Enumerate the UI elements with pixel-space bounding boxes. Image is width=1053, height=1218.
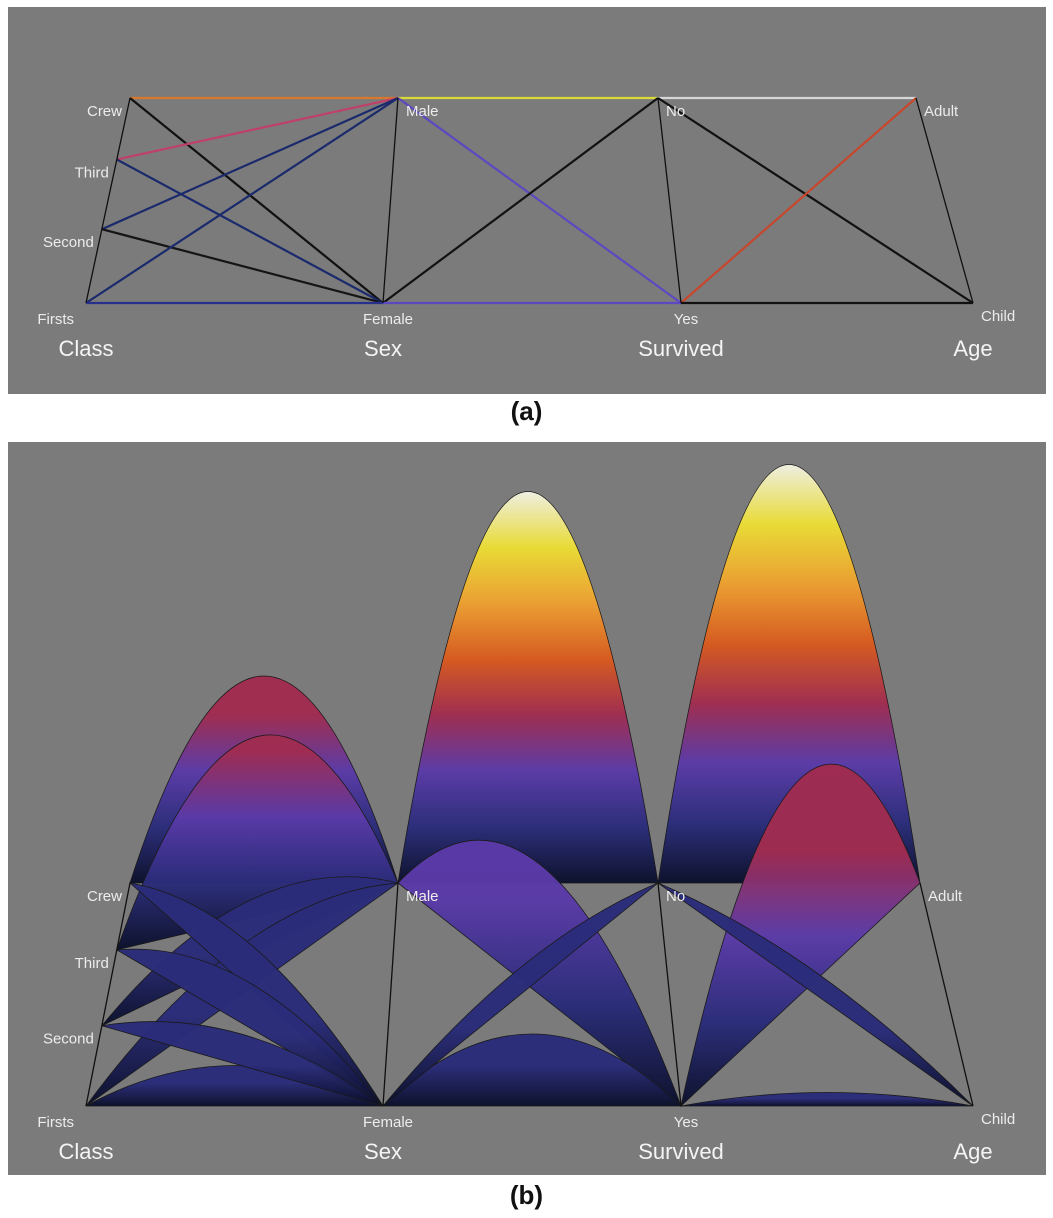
axes-b: Class Crew Third Second Firsts Sex Male Female S… bbox=[37, 882, 1015, 1164]
axis-title-sex: Sex bbox=[364, 1139, 402, 1164]
category-label-child: Child bbox=[981, 1111, 1015, 1128]
link-a-second-to-male bbox=[101, 96, 399, 231]
axis-line-age bbox=[919, 882, 974, 1107]
category-label-yes: Yes bbox=[674, 1114, 698, 1131]
axes-a: Class Crew Third Second Firsts Sex Male Female S… bbox=[37, 97, 1015, 361]
category-label-third: Third bbox=[75, 165, 109, 182]
parallel-sets-panel-a: Class Crew Third Second Firsts Sex Male Female S… bbox=[8, 7, 1046, 394]
bundle-b-female-to-no bbox=[382, 882, 659, 1107]
category-label-adult: Adult bbox=[924, 103, 959, 120]
bundle-b-yes-to-adult bbox=[680, 763, 921, 1108]
category-label-second: Second bbox=[43, 234, 94, 251]
caption-b: (b) bbox=[509, 1180, 544, 1210]
axis-title-age: Age bbox=[953, 336, 992, 361]
link-a-firsts-to-male bbox=[85, 97, 399, 304]
link-a-second-to-female bbox=[101, 228, 384, 305]
link-a-third-to-female bbox=[116, 158, 384, 304]
axis-line-age bbox=[915, 97, 974, 304]
link-a-yes-to-adult bbox=[680, 97, 917, 304]
chart-a-svg: Class Crew Third Second Firsts Sex Male Female S… bbox=[37, 96, 1015, 361]
axis-line-class bbox=[85, 882, 131, 1107]
link-a-third-to-male bbox=[116, 96, 399, 161]
category-label-third: Third bbox=[75, 955, 109, 972]
category-label-crew: Crew bbox=[87, 103, 122, 120]
axis-title-age: Age bbox=[953, 1139, 992, 1164]
caption-a: (a) bbox=[510, 396, 543, 426]
category-label-female: Female bbox=[363, 1114, 413, 1131]
category-label-male: Male bbox=[406, 888, 439, 905]
category-label-crew: Crew bbox=[87, 888, 122, 905]
link-a-no-to-child bbox=[657, 97, 974, 304]
bundle-b-second-to-female bbox=[101, 1021, 384, 1107]
bundle-b-yes-to-child bbox=[680, 1092, 974, 1107]
category-label-no: No bbox=[666, 888, 685, 905]
category-label-female: Female bbox=[363, 311, 413, 328]
links-b bbox=[85, 464, 974, 1108]
category-label-firsts: Firsts bbox=[37, 311, 74, 328]
axis-title-survived: Survived bbox=[638, 1139, 724, 1164]
category-label-adult: Adult bbox=[928, 888, 963, 905]
axis-line-survived bbox=[657, 97, 682, 304]
category-label-second: Second bbox=[43, 1031, 94, 1048]
bundle-b-male-to-no bbox=[397, 491, 659, 884]
axis-line-sex bbox=[382, 97, 399, 304]
axis-line-class bbox=[85, 97, 131, 304]
category-label-firsts: Firsts bbox=[37, 1114, 74, 1131]
axis-title-class: Class bbox=[58, 1139, 113, 1164]
axis-line-sex bbox=[382, 882, 399, 1107]
link-a-female-to-no bbox=[382, 97, 659, 304]
link-a-male-to-yes bbox=[397, 97, 682, 304]
category-label-yes: Yes bbox=[674, 311, 698, 328]
axis-title-sex: Sex bbox=[364, 336, 402, 361]
chart-b-svg: Class Crew Third Second Firsts Sex Male Female S… bbox=[37, 464, 1015, 1164]
axis-title-class: Class bbox=[58, 336, 113, 361]
category-label-child: Child bbox=[981, 308, 1015, 325]
category-label-no: No bbox=[666, 103, 685, 120]
links-a bbox=[85, 96, 974, 305]
parallel-sets-panel-b: Class Crew Third Second Firsts Sex Male Female S… bbox=[8, 442, 1046, 1175]
category-label-male: Male bbox=[406, 103, 439, 120]
link-a-crew-to-female bbox=[129, 97, 384, 304]
bundle-b-no-to-child bbox=[657, 882, 974, 1107]
axis-line-survived bbox=[657, 882, 682, 1107]
axis-title-survived: Survived bbox=[638, 336, 724, 361]
